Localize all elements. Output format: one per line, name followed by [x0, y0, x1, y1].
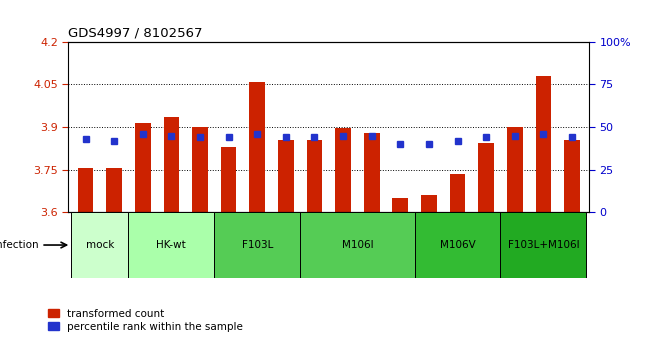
Bar: [415, 212, 501, 278]
Bar: [507, 127, 523, 212]
Bar: [536, 76, 551, 212]
Bar: [135, 123, 150, 212]
Bar: [450, 174, 465, 212]
Text: F103L: F103L: [242, 240, 273, 250]
Bar: [77, 168, 93, 212]
Bar: [221, 147, 236, 212]
Text: mock: mock: [86, 240, 114, 250]
Text: GDS4997 / 8102567: GDS4997 / 8102567: [68, 26, 203, 39]
Bar: [501, 212, 587, 278]
Bar: [364, 133, 380, 212]
Bar: [106, 168, 122, 212]
Text: F103L+M106I: F103L+M106I: [508, 240, 579, 250]
Bar: [128, 212, 214, 278]
Bar: [249, 82, 265, 212]
Bar: [278, 140, 294, 212]
Text: M106V: M106V: [439, 240, 475, 250]
Bar: [478, 143, 494, 212]
Bar: [214, 212, 300, 278]
Text: infection: infection: [0, 240, 38, 250]
Bar: [335, 129, 351, 212]
Bar: [307, 140, 322, 212]
Text: M106I: M106I: [342, 240, 373, 250]
Bar: [421, 195, 437, 212]
Bar: [163, 117, 179, 212]
Legend: transformed count, percentile rank within the sample: transformed count, percentile rank withi…: [44, 305, 247, 336]
Text: HK-wt: HK-wt: [156, 240, 186, 250]
Bar: [564, 140, 580, 212]
Bar: [71, 212, 128, 278]
Bar: [192, 127, 208, 212]
Bar: [393, 198, 408, 212]
Bar: [300, 212, 415, 278]
